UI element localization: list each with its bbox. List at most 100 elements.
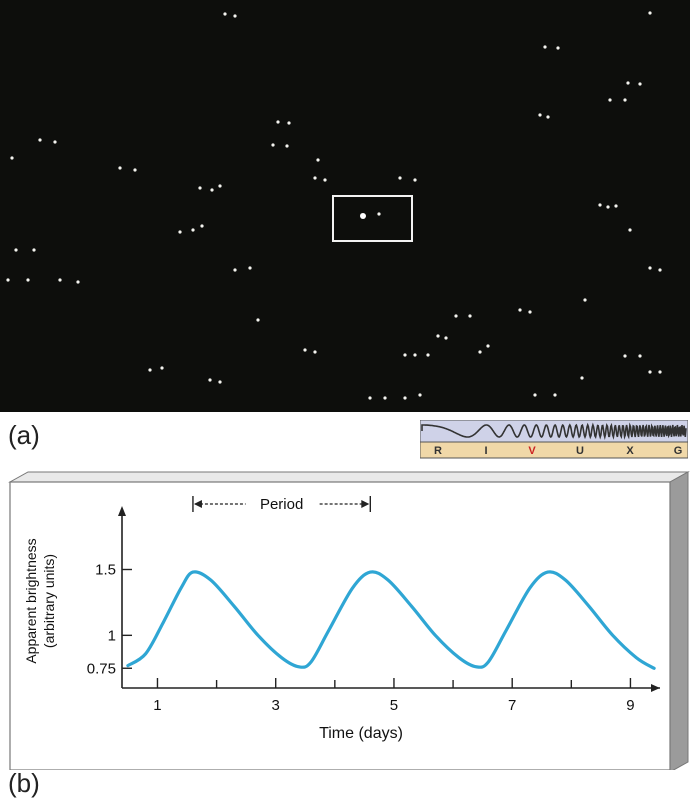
x-tick-label: 7 — [508, 697, 516, 714]
spectrum-band-label: G — [674, 445, 683, 457]
brightness-curve — [126, 570, 656, 670]
star — [518, 308, 522, 312]
spectrum-band-label: R — [434, 445, 442, 457]
spectrum-band-label: U — [576, 445, 584, 457]
star — [76, 280, 80, 284]
star-field-photo — [0, 0, 690, 412]
star — [323, 178, 327, 182]
star — [6, 278, 10, 282]
spectrum-band-label: I — [484, 445, 487, 457]
star — [383, 396, 387, 400]
y-tick-label: 1.5 — [95, 562, 116, 579]
star — [313, 350, 317, 354]
star — [271, 143, 275, 147]
y-axis-label-units: (arbitrary units) — [41, 554, 57, 648]
spectrum-wave — [421, 422, 687, 441]
panel-label-b: (b) — [8, 768, 40, 798]
star — [233, 14, 237, 18]
star — [413, 353, 417, 357]
star — [377, 212, 381, 216]
stars-group — [6, 11, 662, 400]
star — [538, 113, 542, 117]
star — [26, 278, 30, 282]
star — [200, 224, 204, 228]
bright-star — [360, 213, 366, 219]
star — [543, 45, 547, 49]
star — [287, 121, 291, 125]
x-axis-label: Time (days) — [319, 725, 403, 742]
star — [528, 310, 532, 314]
star — [133, 168, 137, 172]
star — [148, 368, 152, 372]
chart-box-side — [669, 471, 689, 773]
star — [118, 166, 122, 170]
y-tick-label: 1 — [108, 627, 116, 644]
star — [436, 334, 440, 338]
sky-background — [0, 0, 690, 412]
star — [398, 176, 402, 180]
star — [256, 318, 260, 322]
star — [638, 82, 642, 86]
star — [418, 393, 422, 397]
star — [313, 176, 317, 180]
x-tick-label: 5 — [390, 697, 398, 714]
spectrum-band-label: X — [626, 445, 634, 457]
star — [316, 158, 320, 162]
panel-label-a: (a) — [8, 420, 40, 450]
star — [38, 138, 42, 142]
star — [191, 228, 195, 232]
star — [454, 314, 458, 318]
star — [478, 350, 482, 354]
star — [368, 396, 372, 400]
x-axis-arrow — [651, 684, 660, 692]
highlight-box — [332, 195, 413, 242]
star — [403, 353, 407, 357]
star — [533, 393, 537, 397]
star — [580, 376, 584, 380]
y-tick-label: 0.75 — [87, 660, 116, 677]
star — [32, 248, 36, 252]
star — [403, 396, 407, 400]
star — [178, 230, 182, 234]
chart-panel: 1 3 5 7 9 0.75 1 1.5 Time (days) Apparent brightn… — [0, 470, 690, 773]
star — [628, 228, 632, 232]
y-axis-label: Apparent brightness — [23, 538, 39, 663]
star — [608, 98, 612, 102]
star — [426, 353, 430, 357]
star — [210, 188, 214, 192]
period-arrow-left — [193, 500, 202, 508]
star — [623, 98, 627, 102]
star — [556, 46, 560, 50]
star — [160, 366, 164, 370]
star — [444, 336, 448, 340]
x-tick-label: 9 — [626, 697, 634, 714]
star — [248, 266, 252, 270]
star — [598, 203, 602, 207]
star — [218, 184, 222, 188]
star — [208, 378, 212, 382]
y-axis-arrow — [118, 506, 126, 516]
spectrum-band-bar — [419, 441, 689, 459]
star — [285, 144, 289, 148]
star — [583, 298, 587, 302]
star — [648, 11, 652, 15]
star — [553, 393, 557, 397]
spectrum-band-label: V — [528, 445, 536, 457]
star — [58, 278, 62, 282]
brightness-chart: 1 3 5 7 9 0.75 1 1.5 Time (days) Apparent brightn… — [8, 471, 690, 773]
star — [468, 314, 472, 318]
star — [53, 140, 57, 144]
star — [626, 81, 630, 85]
chart-box-top — [8, 471, 690, 483]
star — [413, 178, 417, 182]
star-field — [0, 0, 690, 412]
star — [614, 204, 618, 208]
star — [233, 268, 237, 272]
star — [303, 348, 307, 352]
star — [14, 248, 18, 252]
chart-box-front — [9, 481, 671, 771]
star — [658, 370, 662, 374]
star — [623, 354, 627, 358]
period-label: Period — [260, 496, 303, 513]
